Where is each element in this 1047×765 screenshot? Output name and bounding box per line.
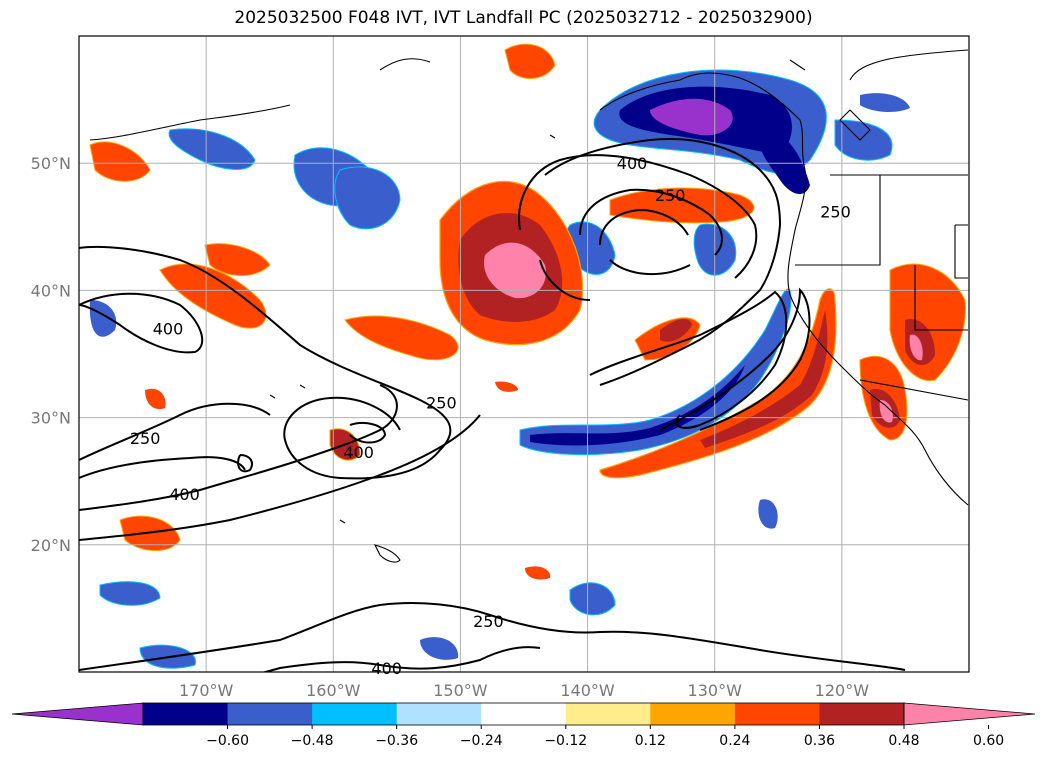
- colorbar-segment-8: [819, 703, 905, 725]
- latitude-labels: 50°N 40°N 30°N 20°N: [31, 154, 71, 555]
- colorbar-label-1: −0.48: [291, 733, 334, 749]
- colorbar-segment-7: [734, 703, 820, 725]
- contour-label-7: 400: [169, 485, 200, 504]
- lat-label-0: 50°N: [31, 154, 71, 173]
- colorbar-extend-low: [11, 702, 144, 726]
- contour-label-2: 250: [820, 203, 851, 222]
- colorbar-segment-2: [312, 703, 398, 725]
- lon-label-2: 150°W: [433, 681, 488, 700]
- colorbar-label-7: 0.36: [804, 733, 835, 749]
- colorbar-label-4: −0.12: [544, 733, 587, 749]
- colorbar-label-0: −0.60: [206, 733, 249, 749]
- colorbar-label-8: 0.48: [888, 733, 919, 749]
- contour-labels: 400 250 250 400 250 250 400 400 250 400: [130, 154, 851, 678]
- lat-label-2: 30°N: [31, 409, 71, 428]
- colorbar-label-6: 0.24: [719, 733, 750, 749]
- colorbar-label-3: −0.24: [460, 733, 503, 749]
- contour-label-4: 250: [426, 393, 457, 412]
- contour-label-0: 400: [617, 154, 648, 173]
- contour-label-9: 400: [371, 659, 402, 678]
- colorbar-label-9: 0.60: [973, 733, 1004, 749]
- coastlines: [89, 49, 969, 563]
- colorbar-segment-4: [481, 703, 567, 725]
- lon-label-0: 170°W: [179, 681, 234, 700]
- colorbar: −0.60 −0.48 −0.36 −0.24 −0.12 0.12 0.24 0.36 0.4…: [11, 702, 1036, 749]
- lon-label-4: 130°W: [688, 681, 743, 700]
- lat-label-3: 20°N: [31, 536, 71, 555]
- map-title: 2025032500 F048 IVT, IVT Landfall PC (20…: [234, 8, 813, 28]
- contour-label-6: 400: [343, 443, 374, 462]
- colorbar-outline: [142, 702, 905, 726]
- contour-label-1: 250: [655, 186, 686, 205]
- contour-label-8: 250: [473, 612, 504, 631]
- contour-label-5: 250: [130, 429, 161, 448]
- ivt-contours: [79, 138, 906, 672]
- colorbar-segment-5: [565, 703, 651, 725]
- map-gridlines: [79, 36, 969, 672]
- lon-label-5: 120°W: [815, 681, 870, 700]
- colorbar-label-2: −0.36: [375, 733, 418, 749]
- longitude-labels: 170°W 160°W 150°W 140°W 130°W 120°W: [179, 681, 869, 700]
- contour-label-3: 400: [153, 320, 184, 339]
- map-frame: [78, 35, 970, 673]
- colorbar-label-5: 0.12: [635, 733, 666, 749]
- colorbar-extend-high: [903, 702, 1036, 726]
- lon-label-1: 160°W: [306, 681, 361, 700]
- lat-label-1: 40°N: [31, 281, 71, 300]
- lon-label-3: 140°W: [560, 681, 615, 700]
- colorbar-segment-6: [650, 703, 736, 725]
- colorbar-segment-3: [396, 703, 482, 725]
- ivt-shaded-field: [89, 43, 966, 669]
- colorbar-segment-1: [227, 703, 313, 725]
- colorbar-segment-0: [143, 703, 229, 725]
